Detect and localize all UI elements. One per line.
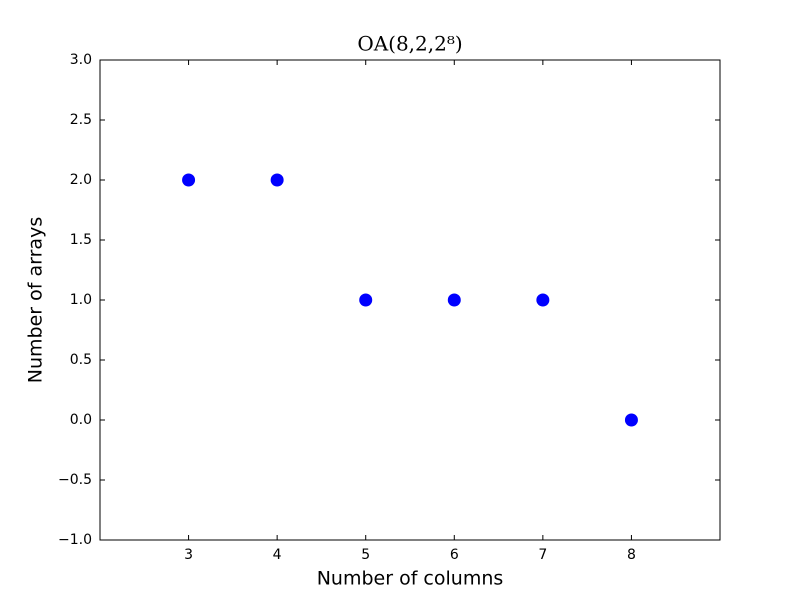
y-axis-label: Number of arrays	[25, 217, 47, 383]
y-tick-label: 3.0	[70, 52, 92, 68]
chart-title: OA(8,2,2⁸)	[357, 32, 462, 56]
x-tick-label: 5	[361, 547, 370, 563]
y-tick-label: 1.5	[70, 232, 92, 248]
y-tick-label: −0.5	[58, 472, 92, 488]
point	[536, 293, 550, 307]
x-axis-label: Number of columns	[317, 568, 504, 590]
point	[359, 293, 373, 307]
y-tick-label: 0.0	[70, 412, 92, 428]
y-tick-label: 1.0	[70, 292, 92, 308]
x-tick-label: 3	[184, 547, 193, 563]
x-tick-label: 7	[538, 547, 547, 563]
point	[624, 413, 638, 427]
y-tick-label: 2.5	[70, 112, 92, 128]
x-tick-label: 6	[450, 547, 459, 563]
x-tick-label: 4	[273, 547, 282, 563]
y-tick-label: −1.0	[58, 532, 92, 548]
plot-frame	[99, 59, 721, 541]
point	[182, 173, 196, 187]
x-tick-label: 8	[627, 547, 636, 563]
y-tick-label: 0.5	[70, 352, 92, 368]
point	[270, 173, 284, 187]
point	[447, 293, 461, 307]
y-tick-label: 2.0	[70, 172, 92, 188]
